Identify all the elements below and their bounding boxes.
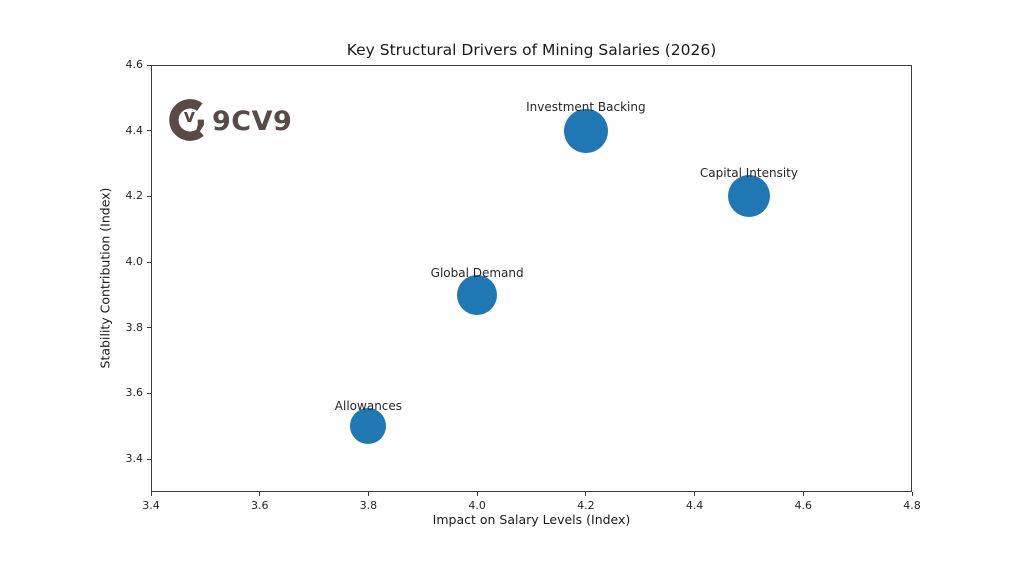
x-tick-mark [150, 492, 152, 496]
svg-text:v: v [184, 107, 196, 127]
point-label: Allowances [334, 399, 403, 414]
y-tick-label: 4.4 [125, 123, 144, 137]
x-tick-label: 4.2 [577, 499, 595, 512]
y-tick-mark [147, 64, 151, 66]
x-tick-mark [911, 492, 913, 496]
data-point [350, 408, 387, 445]
y-tick-mark [147, 130, 151, 132]
y-tick-label: 3.8 [125, 320, 144, 334]
x-tick-mark [476, 492, 478, 496]
x-tick-label: 4.8 [903, 499, 921, 512]
x-tick-mark [694, 492, 696, 496]
y-tick-label: 4.6 [125, 58, 144, 71]
plot-area [151, 65, 912, 492]
point-label: Global Demand [430, 265, 524, 280]
y-tick-label: 4.2 [125, 189, 144, 203]
data-point [727, 175, 770, 218]
watermark-brand-text: 9CV9 [212, 106, 293, 137]
point-label: Investment Backing [526, 99, 646, 114]
data-point [457, 274, 498, 315]
x-tick-label: 3.6 [250, 499, 269, 512]
x-axis-label: Impact on Salary Levels (Index) [432, 512, 631, 527]
9cv9-logo-icon: v , [167, 94, 217, 149]
x-tick-label: 4.4 [685, 499, 704, 512]
svg-text:,: , [194, 95, 207, 135]
x-tick-mark [367, 492, 369, 496]
point-label: Capital Intensity [699, 166, 798, 181]
y-tick-label: 4.0 [125, 255, 144, 269]
y-tick-mark [147, 195, 151, 197]
y-tick-mark [147, 261, 151, 263]
y-axis-label: Stability Contribution (Index) [97, 187, 113, 369]
x-tick-mark [802, 492, 804, 496]
x-tick-mark [259, 492, 261, 496]
x-tick-label: 3.4 [142, 499, 160, 512]
x-tick-label: 3.8 [359, 499, 378, 512]
y-tick-label: 3.6 [125, 386, 144, 400]
x-tick-label: 4.0 [468, 499, 486, 512]
x-tick-label: 4.6 [794, 499, 813, 512]
watermark-logo: v , 9CV9 [167, 94, 293, 149]
y-tick-mark [147, 458, 151, 460]
x-tick-mark [585, 492, 587, 496]
y-tick-label: 3.4 [125, 452, 144, 466]
y-tick-mark [147, 392, 151, 394]
data-point [563, 108, 608, 153]
chart-title: Key Structural Drivers of Mining Salarie… [346, 41, 717, 59]
y-tick-mark [147, 327, 151, 329]
